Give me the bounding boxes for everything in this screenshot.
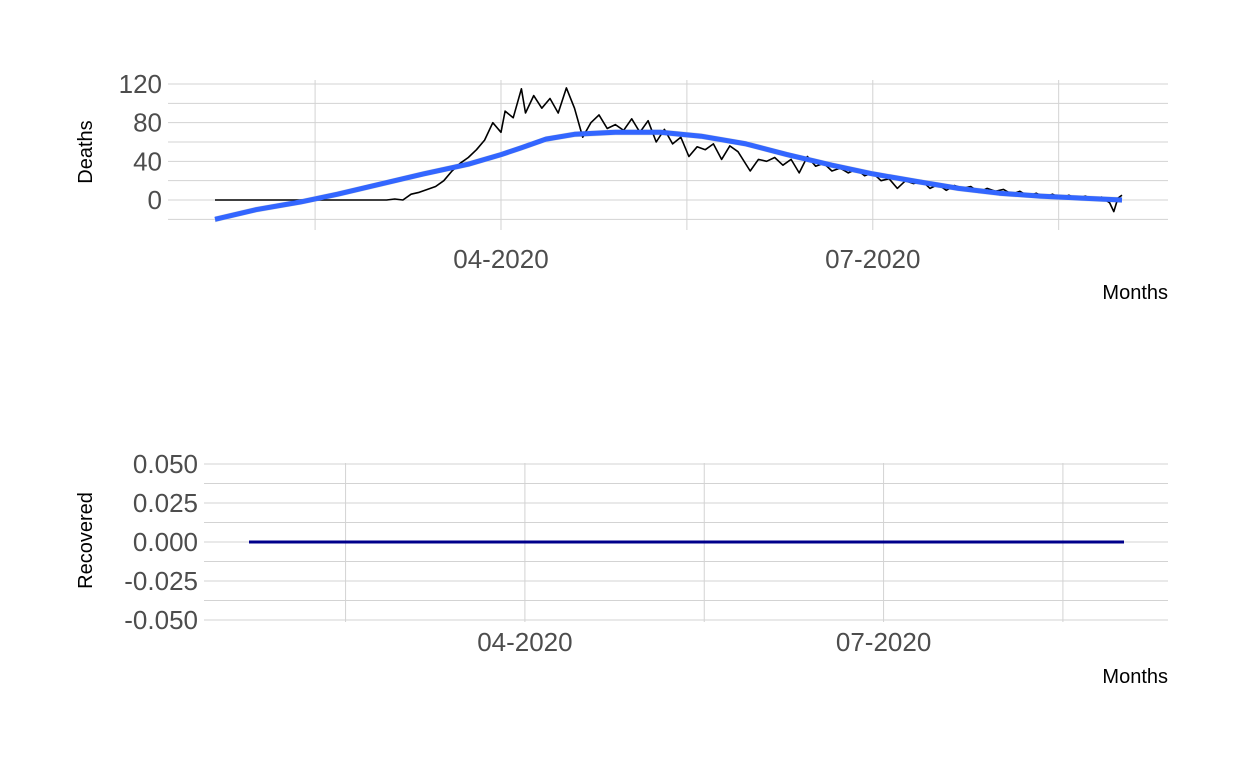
x-tick-label: 04-2020 [477,627,572,657]
deaths-chart: 0 40 80 120 04-2020 07-2020 Months Deaths [75,69,1168,304]
y-tick-label: 0.050 [133,449,198,479]
y-axis-title: Deaths [75,120,97,183]
y-axis-title: Recovered [75,492,97,589]
y-tick-label: -0.025 [124,566,198,596]
y-tick-label: 80 [133,108,162,138]
x-tick-label: 07-2020 [836,627,931,657]
series-line-smooth [214,129,1123,222]
x-axis-title: Months [1102,282,1168,304]
x-axis-title: Months [1102,666,1168,688]
recovered-chart: 0.050 0.025 0.000 -0.025 -0.050 04-2020 07-202… [75,449,1168,688]
y-tick-label: 0.000 [133,527,198,557]
y-tick-label: 40 [133,146,162,176]
y-tick-label: -0.050 [124,605,198,635]
confidence-band [215,129,1122,223]
y-tick-label: 120 [119,69,162,99]
x-tick-label: 04-2020 [453,244,548,274]
x-tick-label: 07-2020 [825,244,920,274]
y-tick-label: 0.025 [133,488,198,518]
series-line-observed [215,87,1123,213]
y-tick-label: 0 [148,185,162,215]
